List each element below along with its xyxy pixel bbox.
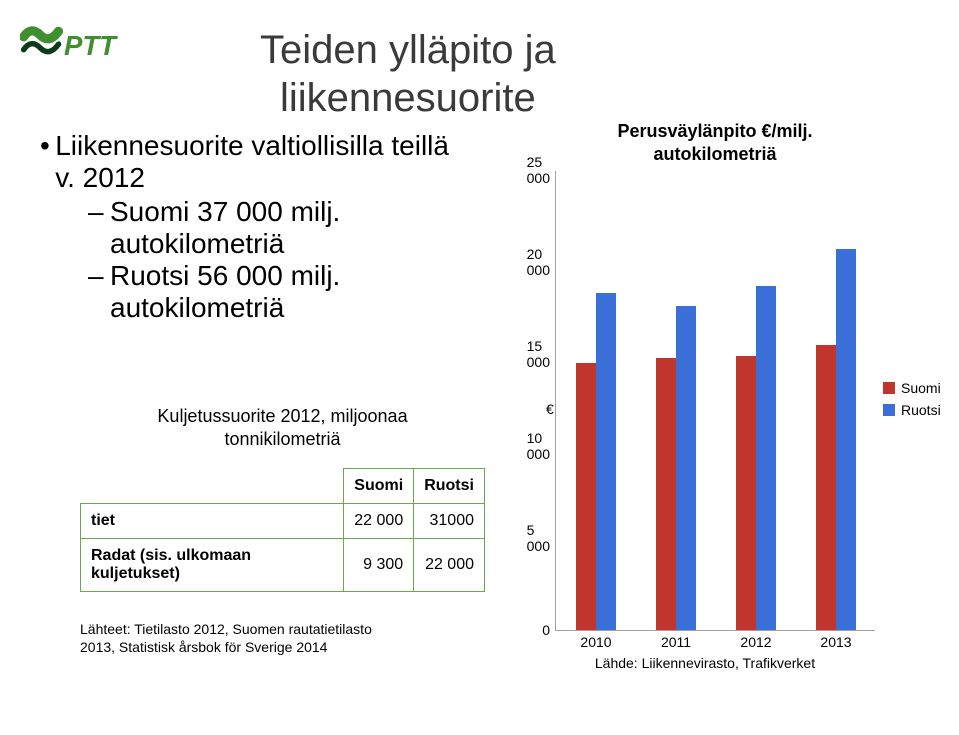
footnote-line2: 2013, Statistisk årsbok för Sverige 2014 [80, 639, 327, 655]
footnote-line1: Lähteet: Tietilasto 2012, Suomen rautati… [80, 621, 372, 637]
legend-label: Ruotsi [901, 402, 941, 418]
table-row2-label: Radat (sis. ulkomaan kuljetukset) [81, 538, 344, 591]
dash-icon: – [88, 260, 110, 292]
table-footnote: Lähteet: Tietilasto 2012, Suomen rautati… [80, 620, 460, 656]
chart-title: Perusväylänpito €/milj. autokilometriä [485, 120, 945, 165]
chart-y-tick-label: 0 [542, 622, 550, 638]
legend-swatch-icon [883, 382, 895, 394]
table-col-ruotsi: Ruotsi [414, 468, 485, 503]
table-col-suomi: Suomi [344, 468, 414, 503]
bullet-sub1-line1: Suomi 37 000 milj. [110, 196, 340, 228]
bullet-sub2: – Ruotsi 56 000 milj. autokilometriä [88, 260, 470, 324]
legend-swatch-icon [883, 404, 895, 416]
chart-x-tick-label: 2012 [740, 634, 771, 650]
chart-bar [596, 293, 616, 630]
table-row: tiet 22 000 31000 [81, 503, 485, 538]
data-table: Suomi Ruotsi tiet 22 000 31000 Radat (si… [80, 468, 485, 592]
chart-x-tick-label: 2013 [820, 634, 851, 650]
table-row1-v2: 31000 [414, 503, 485, 538]
bullet-dot-icon: • [40, 130, 55, 162]
slide-title-line2: liikennesuorite [280, 76, 536, 120]
chart-title-line2: autokilometriä [653, 144, 776, 164]
table-caption: Kuljetussuorite 2012, miljoonaa tonnikil… [80, 405, 485, 452]
table-row1-v1: 22 000 [344, 503, 414, 538]
chart-y-tick-label: 5 000 [527, 522, 550, 554]
chart-y-tick-label: 20 000 [527, 246, 550, 278]
chart-bar [576, 363, 596, 630]
chart-x-tick-label: 2010 [580, 634, 611, 650]
chart-source: Lähde: Liikennevirasto, Trafikverket [465, 655, 945, 671]
dash-icon: – [88, 196, 110, 228]
chart-y-tick-label: 10 000 [527, 430, 550, 462]
chart-x-tick-label: 2011 [661, 634, 691, 650]
bullet-block: • Liikennesuorite valtiollisilla teillä … [40, 130, 470, 324]
chart-y-tick-label: 15 000 [527, 338, 550, 370]
chart-bar [816, 345, 836, 630]
slide-title-line1: Teiden ylläpito ja [260, 28, 556, 72]
table-row2-v1: 9 300 [344, 538, 414, 591]
logo-mark [24, 31, 59, 52]
bullet-sub2-line2: autokilometriä [110, 292, 340, 324]
table-row2-v2: 22 000 [414, 538, 485, 591]
table-caption-line2: tonnikilometriä [224, 429, 340, 449]
chart-legend-item: Ruotsi [883, 402, 941, 418]
chart-plot-area: € 05 00010 00015 00020 00025 00020102011… [555, 171, 875, 631]
chart-bar [656, 358, 676, 630]
table-row: Radat (sis. ulkomaan kuljetukset) 9 300 … [81, 538, 485, 591]
bullet-sub1: – Suomi 37 000 milj. autokilometriä [88, 196, 470, 260]
bullet-sub1-line2: autokilometriä [110, 228, 340, 260]
bullet-main: • Liikennesuorite valtiollisilla teillä … [40, 130, 470, 194]
bar-chart: Perusväylänpito €/milj. autokilometriä €… [485, 120, 945, 680]
chart-y-axis-label: € [546, 401, 554, 417]
chart-bar [836, 249, 856, 630]
table-row1-label: tiet [81, 503, 344, 538]
chart-legend-item: Suomi [883, 380, 941, 396]
data-table-wrap: Kuljetussuorite 2012, miljoonaa tonnikil… [80, 405, 485, 592]
legend-label: Suomi [901, 380, 941, 396]
table-stub [81, 468, 344, 503]
chart-bar [736, 356, 756, 630]
chart-legend: Suomi Ruotsi [883, 380, 941, 424]
ptt-logo: PTT [20, 18, 130, 74]
chart-title-line1: Perusväylänpito €/milj. [617, 121, 812, 141]
logo-text: PTT [64, 30, 118, 61]
bullet-main-text: Liikennesuorite valtiollisilla teillä v.… [55, 130, 470, 194]
chart-bar [756, 286, 776, 630]
table-caption-line1: Kuljetussuorite 2012, miljoonaa [157, 406, 407, 426]
chart-bar [676, 306, 696, 630]
bullet-sub2-line1: Ruotsi 56 000 milj. [110, 260, 340, 292]
chart-y-tick-label: 25 000 [527, 154, 550, 186]
